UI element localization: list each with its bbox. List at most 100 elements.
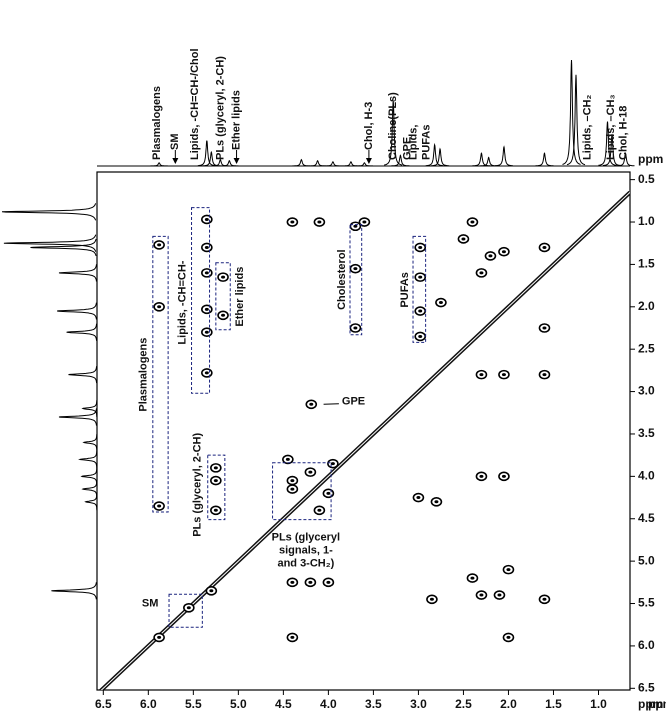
plot-area	[98, 190, 630, 690]
cross-peak-core	[204, 217, 209, 221]
x-tick-label: 5.0	[230, 697, 247, 711]
cross-peak-core	[353, 224, 358, 228]
x-tick-label: 5.5	[185, 697, 202, 711]
annotation: Lipids, –CH₃	[605, 94, 617, 160]
top-projection-peak	[535, 152, 554, 167]
y-axis-label: ppm	[638, 697, 663, 711]
top-projection-peak	[562, 59, 581, 165]
cross-peak-core	[157, 635, 162, 639]
cross-peak-core	[290, 220, 295, 224]
top-projection-peak	[391, 154, 410, 167]
top-projection-peak	[323, 161, 342, 167]
left-projection-peak	[82, 434, 98, 451]
region-box	[349, 224, 363, 336]
cross-peak-core	[501, 373, 506, 377]
y-tick-label: 4.0	[638, 469, 655, 483]
top-projection-peak	[355, 162, 374, 167]
x-axis-label: ppm	[648, 697, 666, 711]
annotation: PLs (glyceryl, 2-CH)	[214, 56, 226, 160]
cross-peak-core	[479, 373, 484, 377]
y-tick-label: 4.5	[638, 511, 655, 525]
top-projection-peak	[341, 161, 360, 167]
cross-peak-core	[204, 330, 209, 334]
cross-peak-core	[330, 462, 335, 466]
cross-peak-core	[470, 220, 475, 224]
cross-peak-core	[416, 496, 421, 500]
x-tick-label: 4.5	[275, 697, 292, 711]
region-box	[191, 207, 211, 394]
left-projection-peak	[3, 234, 97, 252]
cross-peak-core	[438, 301, 443, 305]
top-projection-peak	[197, 140, 216, 167]
x-tick-label: 3.0	[410, 697, 427, 711]
callout-arrow	[323, 403, 339, 405]
cross-peak-core	[542, 597, 547, 601]
region-box	[215, 262, 231, 331]
left-projection-peak	[58, 264, 97, 282]
left-projection-peak	[1, 203, 97, 221]
region-box	[168, 593, 203, 628]
top-projection-peak	[494, 145, 513, 167]
cross-peak-core	[204, 371, 209, 375]
left-projection-peak	[78, 450, 98, 469]
cross-peak-core	[418, 334, 423, 338]
region-box	[412, 235, 427, 343]
annotation: and 3-CH₂)	[277, 557, 334, 569]
top-ppm-label: ppm	[638, 152, 663, 166]
x-tick-label: 4.0	[320, 697, 337, 711]
left-projection-peak	[66, 323, 98, 341]
cross-peak-core	[290, 635, 295, 639]
annotation: Choline(PLs)	[387, 92, 399, 160]
left-projection-peak	[81, 480, 98, 498]
left-projection-peak	[84, 493, 98, 511]
cross-peak-core	[501, 250, 506, 254]
top-projection-peak	[150, 162, 169, 167]
annotation: Chol, H-3	[363, 102, 375, 150]
x-tick-label: 6.5	[95, 697, 112, 711]
cross-peak-core	[204, 307, 209, 311]
cross-peak-core	[479, 271, 484, 275]
cross-peak-core	[418, 245, 423, 249]
cross-peak-core	[326, 491, 331, 495]
cross-peak-core	[353, 326, 358, 330]
cross-peak-core	[157, 243, 162, 247]
top-projection-peak	[598, 121, 617, 166]
annotation: Lipids, -CH=CH-/Chol	[189, 48, 201, 160]
annotation: Lipids, –CH₂	[582, 94, 594, 160]
annotation: PUFAs	[421, 125, 433, 160]
cross-peak-core	[488, 254, 493, 258]
cross-peak-core	[418, 275, 423, 279]
y-tick-label: 1.0	[638, 214, 655, 228]
annotation: GPE	[402, 137, 414, 160]
cross-peak-core	[506, 635, 511, 639]
cross-peak-core	[317, 508, 322, 512]
top-projection-peak	[430, 147, 450, 167]
x-tick-label: 2.0	[500, 697, 517, 711]
cross-peak-core	[157, 504, 162, 508]
cross-peak-core	[209, 589, 214, 593]
cross-peak-core	[157, 305, 162, 309]
annotation: Lipids, -CH=CH-	[176, 260, 188, 344]
annotation: Chol, H-18	[618, 106, 630, 160]
top-projection-peak	[479, 156, 498, 167]
x-tick-label: 6.0	[140, 697, 157, 711]
cross-peak-core	[542, 373, 547, 377]
cross-peak-core	[353, 267, 358, 271]
top-projection-peak	[603, 134, 621, 166]
annotation: GPE	[342, 396, 365, 408]
cross-peak-core	[434, 500, 439, 504]
y-tick-label: 2.5	[638, 341, 655, 355]
x-tick-label: 1.5	[545, 697, 562, 711]
cross-peak-core	[204, 271, 209, 275]
top-projection-peak	[616, 151, 635, 167]
top-projection-peak	[220, 160, 239, 167]
y-tick-label: 1.5	[638, 257, 655, 271]
cross-peak-core	[418, 309, 423, 313]
label-arrowhead	[172, 158, 179, 164]
cross-peak-core	[290, 479, 295, 483]
cross-peak-core	[290, 487, 295, 491]
cross-peak-core	[501, 474, 506, 478]
cross-peak-core	[221, 275, 226, 279]
cross-peak-core	[542, 326, 547, 330]
cross-peak-core	[479, 593, 484, 597]
